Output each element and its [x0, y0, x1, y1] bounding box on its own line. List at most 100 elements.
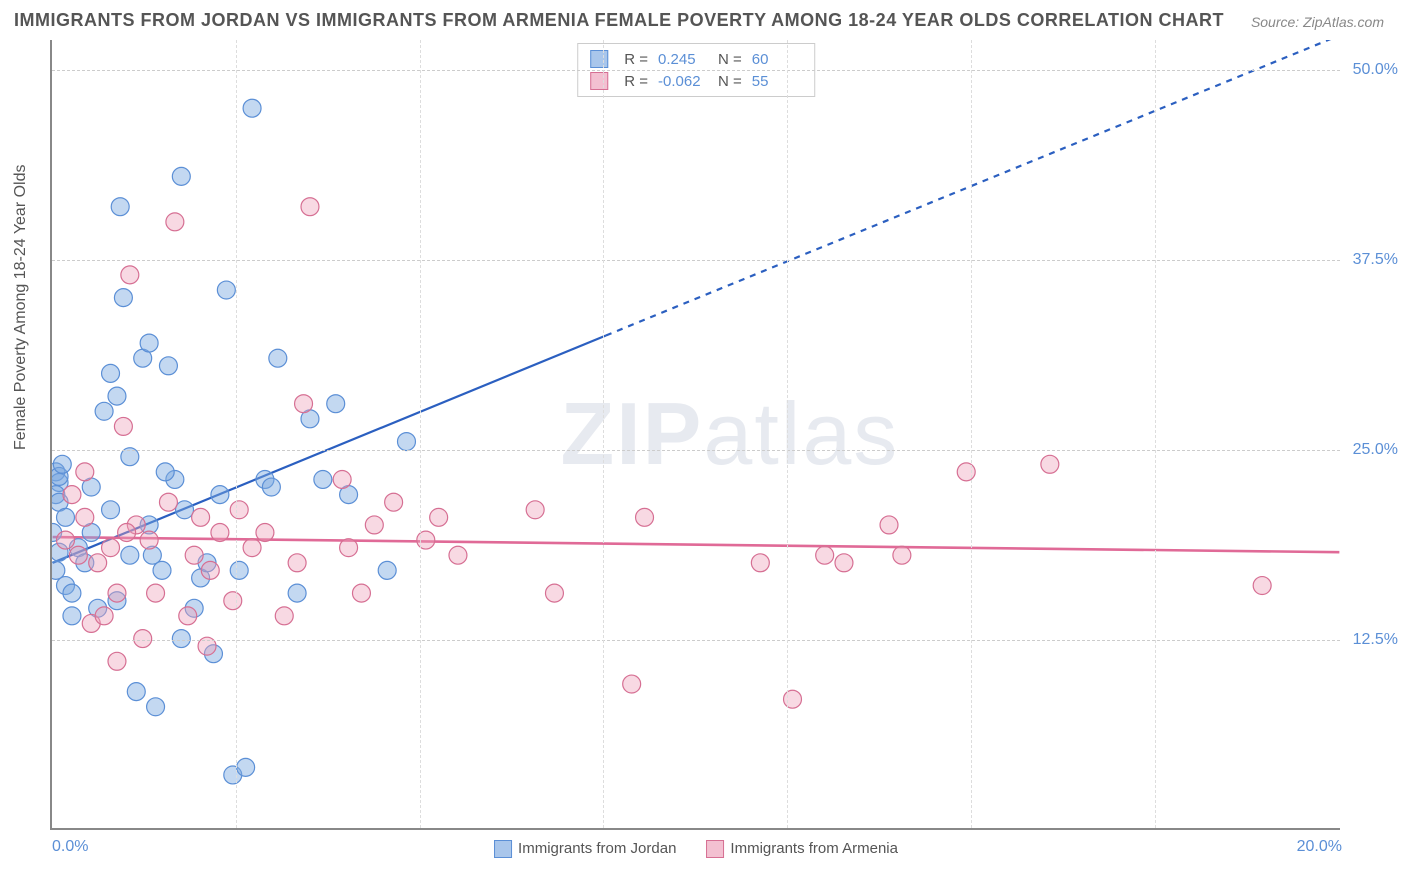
- scatter-point: [82, 478, 100, 496]
- y-tick-label: 50.0%: [1353, 61, 1398, 79]
- scatter-point: [159, 357, 177, 375]
- scatter-point: [57, 577, 75, 595]
- y-axis-label: Female Poverty Among 18-24 Year Olds: [12, 165, 30, 451]
- y-tick-label: 37.5%: [1353, 251, 1398, 269]
- scatter-point: [314, 470, 332, 488]
- scatter-point: [751, 554, 769, 572]
- scatter-point: [784, 690, 802, 708]
- legend-swatch: [706, 840, 724, 858]
- scatter-point: [52, 467, 68, 485]
- scatter-point: [140, 516, 158, 534]
- scatter-point: [82, 614, 100, 632]
- scatter-point: [111, 198, 129, 216]
- scatter-point: [82, 524, 100, 542]
- scatter-point: [69, 546, 87, 564]
- scatter-point: [176, 501, 194, 519]
- gridline-vertical: [603, 40, 604, 828]
- gridline-horizontal: [52, 260, 1340, 261]
- scatter-point: [269, 349, 287, 367]
- scatter-point: [102, 364, 120, 382]
- gridline-horizontal: [52, 640, 1340, 641]
- scatter-point: [327, 395, 345, 413]
- scatter-point: [288, 554, 306, 572]
- scatter-point: [52, 486, 65, 504]
- correlation-legend-row: R =-0.062N =55: [590, 70, 802, 92]
- gridline-vertical: [787, 40, 788, 828]
- scatter-point: [262, 478, 280, 496]
- legend-swatch: [590, 50, 608, 68]
- scatter-point: [108, 584, 126, 602]
- scatter-point: [295, 395, 313, 413]
- gridline-vertical: [420, 40, 421, 828]
- trend-line: [53, 537, 1340, 552]
- scatter-point: [449, 546, 467, 564]
- scatter-point: [89, 554, 107, 572]
- scatter-point: [147, 584, 165, 602]
- scatter-point: [63, 607, 81, 625]
- scatter-point: [63, 486, 81, 504]
- scatter-point: [230, 501, 248, 519]
- scatter-point: [52, 543, 68, 561]
- scatter-point: [816, 546, 834, 564]
- scatter-point: [893, 546, 911, 564]
- scatter-point: [201, 561, 219, 579]
- scatter-point: [172, 167, 190, 185]
- gridline-vertical: [236, 40, 237, 828]
- scatter-point: [127, 516, 145, 534]
- scatter-point: [143, 546, 161, 564]
- trend-line: [53, 336, 606, 563]
- scatter-point: [256, 524, 274, 542]
- correlation-legend-row: R =0.245N =60: [590, 48, 802, 70]
- scatter-point: [243, 99, 261, 117]
- chart-svg: [52, 40, 1340, 828]
- scatter-point: [211, 524, 229, 542]
- scatter-point: [52, 474, 68, 492]
- scatter-point: [52, 463, 65, 481]
- scatter-point: [52, 561, 65, 579]
- scatter-point: [365, 516, 383, 534]
- scatter-point: [114, 417, 132, 435]
- scatter-point: [333, 470, 351, 488]
- scatter-point: [211, 486, 229, 504]
- watermark-light: atlas: [703, 384, 899, 483]
- scatter-point: [140, 334, 158, 352]
- scatter-point: [352, 584, 370, 602]
- legend-label: Immigrants from Jordan: [518, 840, 676, 857]
- scatter-point: [623, 675, 641, 693]
- scatter-point: [192, 508, 210, 526]
- scatter-point: [275, 607, 293, 625]
- scatter-point: [166, 470, 184, 488]
- plot-area: ZIPatlas R =0.245N =60R =-0.062N =55 Imm…: [50, 40, 1340, 830]
- scatter-point: [118, 524, 136, 542]
- scatter-point: [108, 652, 126, 670]
- r-value: 0.245: [658, 51, 708, 68]
- legend-item: Immigrants from Armenia: [706, 840, 898, 858]
- scatter-point: [63, 584, 81, 602]
- scatter-point: [545, 584, 563, 602]
- legend-item: Immigrants from Jordan: [494, 840, 676, 858]
- n-label: N =: [718, 73, 742, 90]
- scatter-point: [166, 213, 184, 231]
- scatter-point: [204, 645, 222, 663]
- scatter-point: [385, 493, 403, 511]
- legend-label: Immigrants from Armenia: [730, 840, 898, 857]
- scatter-point: [147, 698, 165, 716]
- scatter-point: [114, 289, 132, 307]
- r-label: R =: [624, 73, 648, 90]
- scatter-point: [57, 531, 75, 549]
- scatter-point: [217, 281, 235, 299]
- scatter-point: [127, 683, 145, 701]
- source-attribution: Source: ZipAtlas.com: [1251, 14, 1384, 30]
- scatter-point: [156, 463, 174, 481]
- scatter-point: [69, 539, 87, 557]
- scatter-point: [198, 554, 216, 572]
- scatter-point: [76, 508, 94, 526]
- scatter-point: [153, 561, 171, 579]
- scatter-point: [185, 599, 203, 617]
- scatter-point: [121, 546, 139, 564]
- n-value: 60: [752, 51, 802, 68]
- scatter-point: [398, 433, 416, 451]
- scatter-point: [108, 592, 126, 610]
- y-tick-label: 25.0%: [1353, 441, 1398, 459]
- scatter-point: [835, 554, 853, 572]
